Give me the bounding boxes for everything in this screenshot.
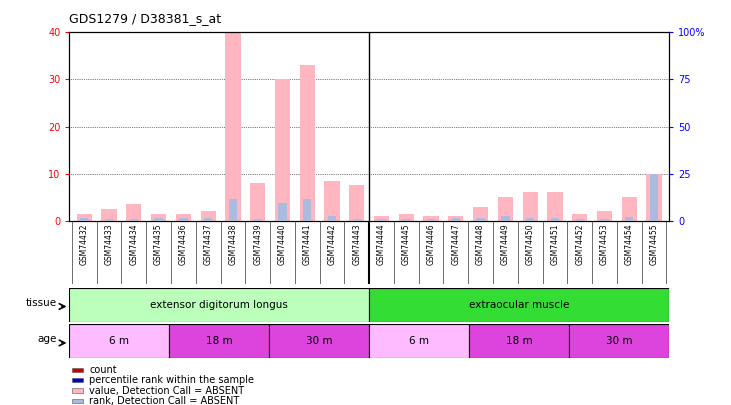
Bar	[575, 219, 584, 221]
Bar	[69, 324, 170, 358]
Bar	[427, 219, 435, 221]
Text: GSM74432: GSM74432	[80, 224, 88, 265]
Bar	[369, 324, 469, 358]
Text: extraocular muscle: extraocular muscle	[469, 300, 569, 310]
Bar	[105, 219, 113, 221]
Bar	[179, 218, 188, 221]
Text: tissue: tissue	[26, 298, 57, 308]
Text: GDS1279 / D38381_s_at: GDS1279 / D38381_s_at	[69, 12, 221, 25]
Bar	[352, 219, 361, 221]
Text: GSM74436: GSM74436	[179, 224, 188, 266]
Bar	[225, 32, 240, 221]
Bar	[523, 192, 538, 221]
Bar	[448, 216, 463, 221]
Bar	[154, 218, 163, 221]
Text: extensor digitorum longus: extensor digitorum longus	[151, 300, 288, 310]
Text: GSM74445: GSM74445	[402, 224, 411, 266]
Text: 6 m: 6 m	[409, 336, 429, 346]
Text: 30 m: 30 m	[306, 336, 333, 346]
Bar	[349, 185, 364, 221]
Text: GSM74454: GSM74454	[625, 224, 634, 266]
Bar	[325, 181, 340, 221]
Bar	[175, 214, 191, 221]
Text: 18 m: 18 m	[506, 336, 532, 346]
Text: GSM74433: GSM74433	[105, 224, 113, 266]
Bar	[550, 218, 559, 221]
Bar	[327, 216, 336, 221]
Text: GSM74448: GSM74448	[476, 224, 485, 265]
Bar	[650, 174, 658, 221]
Bar	[69, 288, 369, 322]
Bar	[398, 214, 414, 221]
Bar	[77, 214, 92, 221]
Bar	[423, 216, 439, 221]
Text: rank, Detection Call = ABSENT: rank, Detection Call = ABSENT	[89, 396, 240, 405]
Bar	[102, 209, 117, 221]
Text: count: count	[89, 365, 117, 375]
Text: GSM74442: GSM74442	[327, 224, 336, 265]
Text: 6 m: 6 m	[110, 336, 129, 346]
Text: 18 m: 18 m	[206, 336, 232, 346]
Bar	[269, 324, 369, 358]
Bar	[625, 217, 633, 221]
Text: GSM74444: GSM74444	[377, 224, 386, 266]
Bar	[548, 192, 563, 221]
Bar	[572, 214, 587, 221]
Bar	[80, 218, 88, 221]
Bar	[452, 218, 460, 221]
Text: age: age	[37, 335, 57, 345]
Bar	[126, 204, 142, 221]
Bar	[170, 324, 269, 358]
Text: GSM74447: GSM74447	[451, 224, 461, 266]
Text: GSM74441: GSM74441	[303, 224, 311, 265]
Bar	[477, 218, 485, 221]
Bar	[596, 211, 612, 221]
Bar	[646, 174, 662, 221]
Bar	[72, 368, 83, 372]
Bar	[275, 79, 290, 221]
Bar	[72, 378, 83, 382]
Text: GSM74453: GSM74453	[600, 224, 609, 266]
Text: GSM74455: GSM74455	[650, 224, 659, 266]
Text: value, Detection Call = ABSENT: value, Detection Call = ABSENT	[89, 386, 244, 396]
Text: 30 m: 30 m	[606, 336, 632, 346]
Bar	[369, 288, 669, 322]
Text: GSM74450: GSM74450	[526, 224, 534, 266]
Bar	[254, 219, 262, 221]
Bar	[229, 199, 237, 221]
Bar	[204, 218, 212, 221]
Bar	[621, 197, 637, 221]
Bar	[129, 219, 138, 221]
Bar	[469, 324, 569, 358]
Text: GSM74437: GSM74437	[204, 224, 213, 266]
Bar	[72, 388, 83, 393]
Text: GSM74451: GSM74451	[550, 224, 559, 265]
Text: GSM74434: GSM74434	[129, 224, 138, 266]
Text: GSM74446: GSM74446	[427, 224, 436, 266]
Bar	[72, 399, 83, 403]
Bar	[501, 216, 510, 221]
Text: GSM74443: GSM74443	[352, 224, 361, 266]
Bar	[279, 203, 287, 221]
Bar	[526, 218, 534, 221]
Text: GSM74439: GSM74439	[253, 224, 262, 266]
Bar	[473, 207, 488, 221]
Bar	[402, 219, 411, 221]
Bar	[377, 219, 386, 221]
Bar	[200, 211, 216, 221]
Bar	[151, 214, 166, 221]
Text: GSM74452: GSM74452	[575, 224, 584, 265]
Bar	[250, 183, 265, 221]
Bar	[374, 216, 389, 221]
Text: GSM74435: GSM74435	[154, 224, 163, 266]
Text: GSM74440: GSM74440	[278, 224, 287, 266]
Bar	[600, 219, 609, 221]
Bar	[498, 197, 513, 221]
Text: percentile rank within the sample: percentile rank within the sample	[89, 375, 254, 385]
Text: GSM74449: GSM74449	[501, 224, 510, 266]
Text: GSM74438: GSM74438	[228, 224, 238, 265]
Bar	[300, 65, 315, 221]
Bar	[303, 199, 311, 221]
Bar	[569, 324, 669, 358]
